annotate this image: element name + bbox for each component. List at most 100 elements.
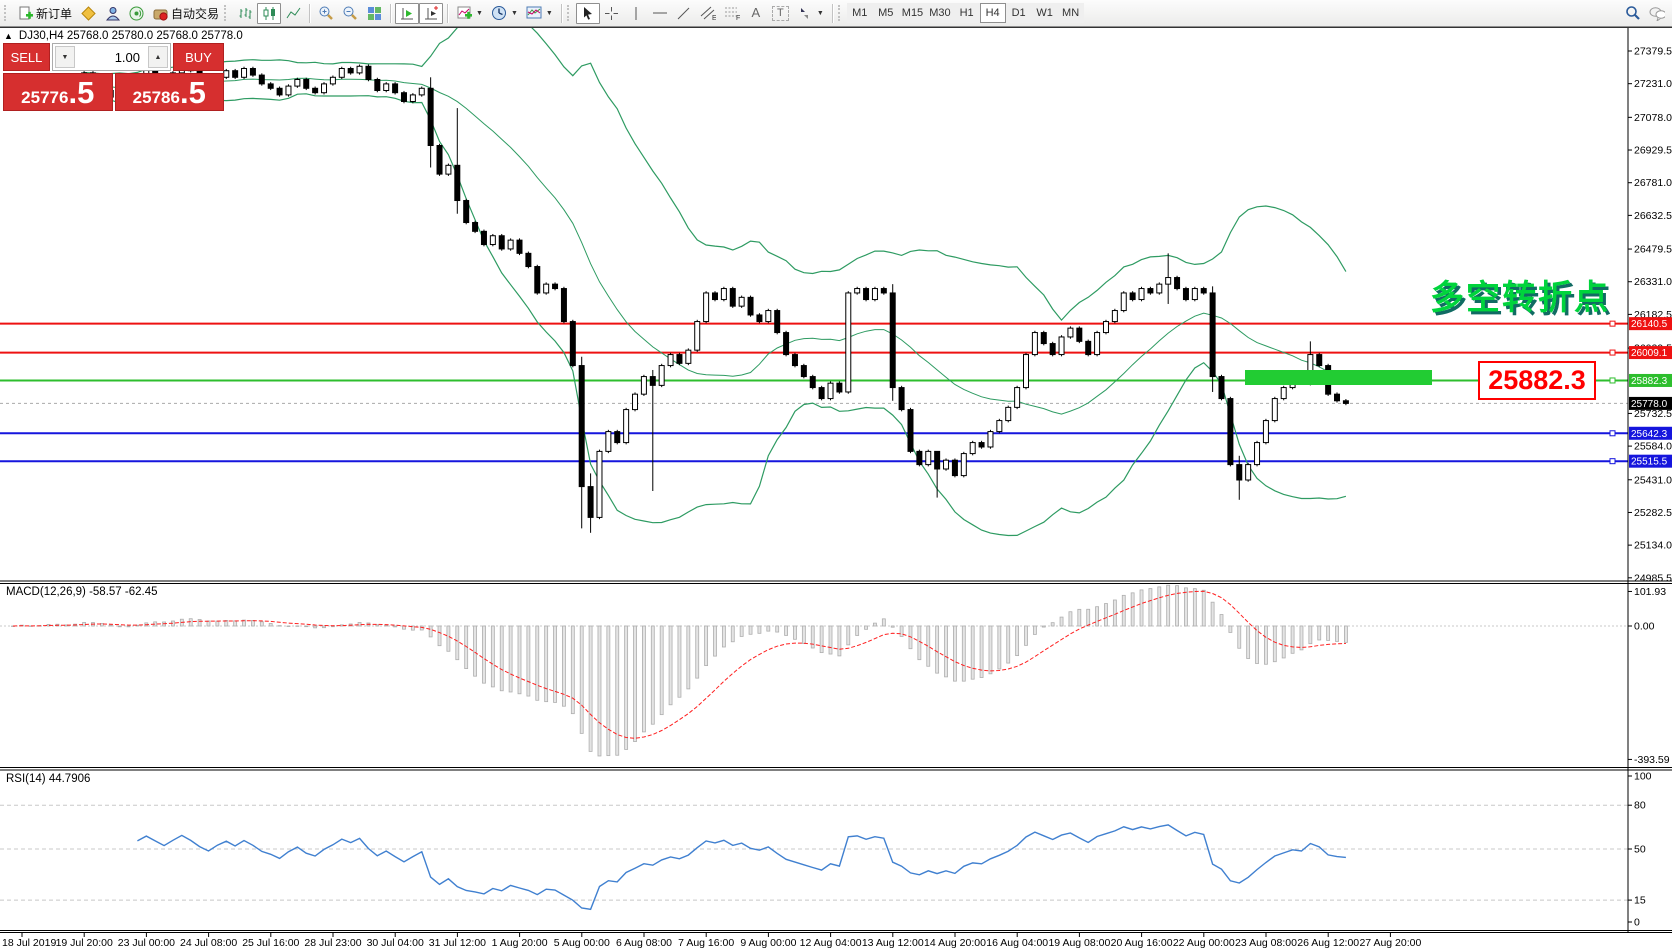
price-badge-26140.5: 26140.5 [1629,317,1672,331]
line-handle[interactable] [1609,320,1616,327]
sell-price-display[interactable]: 25776.5 [3,73,113,111]
buy-price-display[interactable]: 25786.5 [114,73,224,111]
svg-text:25732.5: 25732.5 [1634,408,1672,420]
svg-text:9 Aug 00:00: 9 Aug 00:00 [740,937,796,949]
indicators-button[interactable]: ▼ [452,3,487,24]
svg-text:22 Aug 00:00: 22 Aug 00:00 [1173,937,1235,949]
autotrading-button[interactable]: 自动交易 [148,3,223,24]
volume-decrease-button[interactable]: ▼ [55,46,75,68]
svg-text:26331.0: 26331.0 [1634,276,1672,288]
price-badge-25642.3: 25642.3 [1629,426,1672,440]
channel-tool-button[interactable]: E [696,3,720,24]
toolbar-grip[interactable] [566,5,573,21]
timeframe-group: M1 M5 M15 M30 H1 H4 D1 W1 MN [846,3,1084,23]
auto-scroll-button[interactable] [395,2,420,24]
svg-text:7 Aug 16:00: 7 Aug 16:00 [678,937,734,949]
svg-text:24 Jul 08:00: 24 Jul 08:00 [180,937,237,949]
accounts-button[interactable] [100,3,124,24]
timeframe-button-M1[interactable]: M1 [846,3,873,23]
price-badge-25778.0: 25778.0 [1629,396,1672,410]
timeframe-button-H4[interactable]: H4 [979,3,1006,23]
date-axis[interactable]: 18 Jul 2019 19 Jul 20:00 23 Jul 00:00 24 Ju… [2,933,1421,949]
timeframe-button-W1[interactable]: W1 [1031,3,1058,23]
sell-price-pips: .5 [68,75,95,110]
text-tool-button[interactable]: A [744,3,768,24]
toolbar-separator [390,3,392,23]
line-handle[interactable] [1609,458,1616,465]
autotrading-icon [152,5,168,21]
text-icon: A [751,5,761,20]
text-label-icon: T [771,5,789,21]
timeframe-button-MN[interactable]: MN [1057,3,1084,23]
svg-text:31 Jul 12:00: 31 Jul 12:00 [429,937,486,949]
search-icon [1625,5,1641,21]
line-chart-icon [285,5,301,21]
timeframe-button-M5[interactable]: M5 [872,3,899,23]
price-badge-26009.1: 26009.1 [1629,346,1672,360]
line-chart-button[interactable] [281,3,305,24]
equidistant-channel-icon: E [700,5,716,21]
turning-point-annotation[interactable]: 多空转折点 [1430,279,1610,317]
sell-button[interactable]: SELL [3,43,50,71]
price-callout-box[interactable]: 25882.3 [1478,361,1596,400]
zoom-out-icon [342,5,358,21]
svg-text:100: 100 [1634,771,1652,783]
timeframe-button-H1[interactable]: H1 [953,3,980,23]
sell-price-main: 25776 [21,88,69,107]
arrows-tool-button[interactable]: ▼ [793,3,828,24]
svg-text:26632.5: 26632.5 [1634,210,1672,222]
buy-price-main: 25786 [132,88,180,107]
zoom-out-button[interactable] [338,3,362,24]
templates-button[interactable]: ▼ [522,3,557,24]
toolbar-grip[interactable] [224,5,230,21]
timeframe-button-D1[interactable]: D1 [1005,3,1032,23]
periods-button[interactable]: ▼ [487,3,522,24]
line-handle[interactable] [1609,377,1616,384]
bollinger-lower-band [12,89,1347,537]
svg-text:15: 15 [1634,895,1646,907]
chart-shift-icon [423,5,439,21]
toolbar-grip[interactable] [837,5,844,21]
buy-button[interactable]: BUY [173,43,224,71]
svg-text:25 Jul 16:00: 25 Jul 16:00 [242,937,299,949]
chart-shift-button[interactable] [419,2,444,24]
vertical-line-tool-button[interactable] [624,3,648,24]
svg-text:19 Aug 08:00: 19 Aug 08:00 [1048,937,1110,949]
new-order-button[interactable]: 新订单 [13,3,76,24]
tile-windows-button[interactable] [362,3,386,24]
svg-text:13 Aug 12:00: 13 Aug 12:00 [862,937,924,949]
timeframe-button-M30[interactable]: M30 [926,3,954,23]
cursor-tool-button[interactable] [575,2,600,24]
fibonacci-tool-button[interactable]: F [720,3,744,24]
macd-indicator-label: MACD(12,26,9) -58.57 -62.45 [6,586,158,598]
line-handle[interactable] [1609,430,1616,437]
chat-button[interactable] [1645,3,1669,24]
line-handle[interactable] [1609,349,1616,356]
highlight-zone-rect[interactable] [1245,370,1432,385]
timeframe-button-M15[interactable]: M15 [898,3,927,23]
text-label-tool-button[interactable]: T [768,3,793,24]
zoom-in-button[interactable] [314,3,338,24]
svg-text:19 Jul 20:00: 19 Jul 20:00 [56,937,113,949]
price-axis[interactable]: 27379.5 27231.0 27078.0 26929.5 26781.0 26632… [1628,45,1672,929]
collapse-panel-icon[interactable]: ▲ [4,31,13,41]
svg-text:18 Jul 2019: 18 Jul 2019 [2,937,56,949]
horizontal-line-tool-button[interactable] [648,3,672,24]
toolbar: 新订单 自动交易 [0,0,1672,27]
toolbar-separator [309,3,311,23]
volume-increase-button[interactable]: ▲ [148,46,168,68]
search-button[interactable] [1621,3,1645,24]
svg-text:27078.0: 27078.0 [1634,112,1672,124]
svg-text:F: F [736,15,740,21]
toolbar-separator [560,3,562,23]
toolbar-grip[interactable] [4,5,10,21]
signals-button[interactable] [124,3,148,24]
crosshair-tool-button[interactable] [600,3,624,24]
market-watch-button[interactable] [76,3,100,24]
volume-input[interactable]: 1.00 [114,49,140,65]
candlestick-chart-button[interactable] [257,2,282,24]
bar-chart-icon [237,5,253,21]
trendline-tool-button[interactable] [672,3,696,24]
bar-chart-button[interactable] [233,3,257,24]
